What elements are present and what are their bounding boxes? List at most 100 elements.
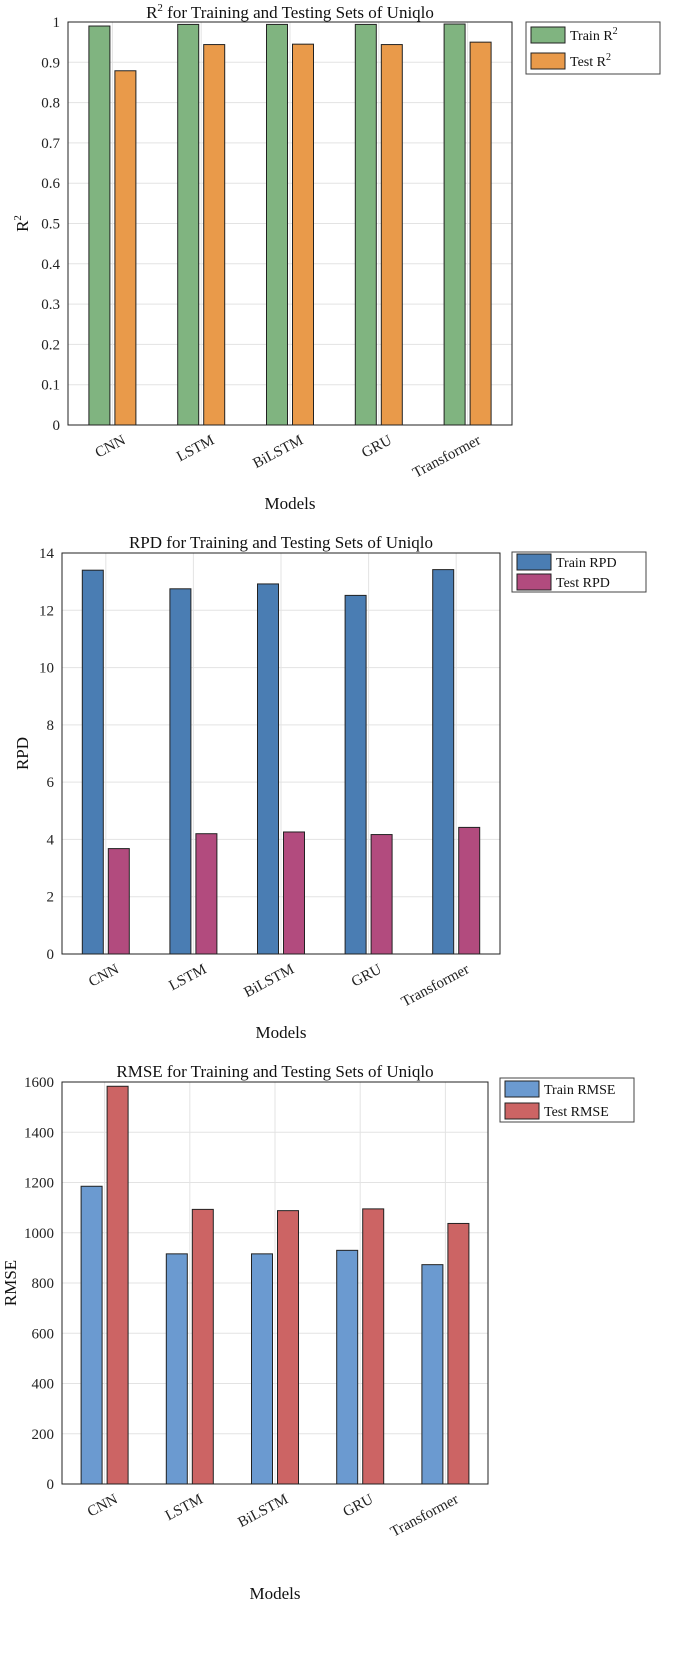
bar-cnn-series-1 [114, 70, 137, 426]
y-tick-label: 0.7 [41, 136, 60, 152]
x-tick-label: BiLSTM [242, 961, 297, 1001]
bar-bilstm-series-0 [257, 583, 279, 955]
bar-cnn-series-1 [107, 848, 130, 955]
y-axis-label: RMSE [1, 1260, 20, 1306]
y-axis-label: RPD [13, 737, 32, 770]
y-tick-label: 0 [53, 418, 61, 434]
y-tick-label: 0.9 [41, 55, 60, 71]
y-tick-label: 0.2 [41, 337, 60, 353]
x-tick-label: BiLSTM [251, 432, 306, 472]
legend-entry: Test RMSE [544, 1105, 609, 1120]
bar-cnn-series-1 [106, 1085, 129, 1485]
x-tick-label: Transformer [388, 1491, 461, 1540]
legend-entry: Test RPD [556, 576, 610, 591]
x-tick-label: LSTM [163, 1491, 206, 1524]
bar-lstm-series-1 [203, 44, 226, 426]
chart-title: RMSE for Training and Testing Sets of Un… [116, 1063, 433, 1081]
bar-transformer-series-1 [469, 41, 492, 426]
bar-gru-series-0 [354, 23, 377, 426]
bar-cnn-series-0 [88, 25, 111, 426]
legend-entry: Train R2 [570, 26, 618, 44]
plot-frame [61, 552, 501, 955]
x-axis-label: Models [250, 1584, 301, 1603]
chart-title: R2 for Training and Testing Sets of Uniq… [146, 2, 434, 22]
bar-lstm-series-0 [177, 23, 200, 426]
bar-bilstm-series-1 [277, 1210, 299, 1485]
x-tick-label: GRU [359, 432, 395, 461]
bar-bilstm-series-0 [251, 1253, 273, 1485]
bar-bilstm-series-1 [292, 43, 314, 426]
y-tick-label: 0.4 [41, 257, 60, 273]
y-tick-label: 1200 [24, 1176, 54, 1192]
bar-lstm-series-0 [169, 588, 192, 955]
y-tick-label: 6 [47, 775, 55, 791]
bar-lstm-series-0 [165, 1253, 188, 1485]
y-tick-label: 1400 [24, 1125, 54, 1141]
y-tick-label: 10 [39, 661, 54, 677]
y-tick-label: 12 [39, 603, 54, 619]
legend-swatch [530, 26, 566, 44]
y-tick-label: 0.8 [41, 96, 60, 112]
y-tick-label: 1000 [24, 1226, 54, 1242]
bar-bilstm-series-1 [283, 831, 305, 955]
bar-transformer-series-0 [443, 23, 466, 426]
y-tick-label: 0.1 [41, 378, 60, 394]
chart-title: RPD for Training and Testing Sets of Uni… [129, 533, 433, 552]
y-tick-label: 2 [47, 890, 55, 906]
x-tick-label: LSTM [166, 961, 209, 994]
y-tick-label: 200 [32, 1427, 55, 1443]
y-tick-label: 0.5 [41, 217, 60, 233]
legend-entry: Train RMSE [544, 1083, 615, 1098]
legend: Train RPD Test RPD [511, 551, 647, 593]
plot-frame [61, 1081, 489, 1485]
x-tick-label: Transformer [399, 961, 472, 1010]
bar-transformer-series-0 [432, 569, 455, 955]
bar-cnn-series-0 [81, 569, 104, 955]
x-tick-label: CNN [86, 961, 122, 990]
y-tick-label: 4 [47, 832, 55, 848]
plot-frame [67, 21, 513, 426]
y-tick-label: 800 [32, 1276, 55, 1292]
x-tick-label: LSTM [174, 432, 217, 465]
y-tick-label: 0 [47, 947, 55, 963]
r2-chart: 0 0.1 0.2 0.3 0.4 0.5 0.6 0.7 0.8 0.9 1 CNN LSTM BiLS… [12, 2, 661, 513]
rpd-chart: 0 2 4 6 8 10 12 14 CNN LSTM BiLSTM GRU Transformer RP… [13, 533, 647, 1042]
x-tick-label: Transformer [410, 432, 483, 481]
bar-cnn-series-0 [80, 1185, 103, 1485]
y-tick-label: 600 [32, 1326, 55, 1342]
x-tick-label: CNN [93, 432, 129, 461]
bar-lstm-series-1 [195, 833, 218, 955]
bar-lstm-series-1 [191, 1208, 214, 1485]
y-tick-label: 0.3 [41, 297, 60, 313]
y-tick-label: 14 [39, 546, 55, 562]
x-tick-label: GRU [349, 961, 385, 990]
y-tick-label: 400 [32, 1377, 55, 1393]
y-tick-label: 0 [47, 1477, 55, 1493]
legend-swatch [530, 52, 566, 70]
bar-gru-series-0 [344, 594, 367, 955]
bar-gru-series-0 [336, 1249, 359, 1485]
x-tick-label: GRU [341, 1491, 377, 1520]
legend-swatch [504, 1080, 540, 1098]
x-tick-label: CNN [85, 1491, 121, 1520]
x-axis-label: Models [256, 1023, 307, 1042]
bar-transformer-series-1 [458, 826, 481, 955]
y-axis-label: R2 [12, 215, 32, 232]
rmse-chart: 0 200 400 600 800 1000 1200 1400 1600 CNN LSTM BiLS… [1, 1063, 635, 1603]
legend-swatch [516, 573, 552, 591]
legend-swatch [516, 553, 552, 571]
bar-gru-series-1 [370, 834, 393, 955]
y-tick-label: 1600 [24, 1075, 54, 1091]
bar-transformer-series-1 [447, 1222, 470, 1485]
y-tick-label: 0.6 [41, 176, 60, 192]
legend-entry: Train RPD [556, 556, 617, 571]
legend: Train RMSE Test RMSE [499, 1077, 635, 1123]
legend-swatch [504, 1102, 540, 1120]
legend: Train R2 Test R2 [525, 21, 661, 75]
bar-gru-series-1 [362, 1208, 385, 1485]
y-tick-label: 1 [53, 15, 61, 31]
legend-entry: Test R2 [570, 52, 611, 70]
x-axis-label: Models [265, 494, 316, 513]
bar-bilstm-series-0 [266, 23, 288, 426]
bar-gru-series-1 [380, 44, 403, 426]
